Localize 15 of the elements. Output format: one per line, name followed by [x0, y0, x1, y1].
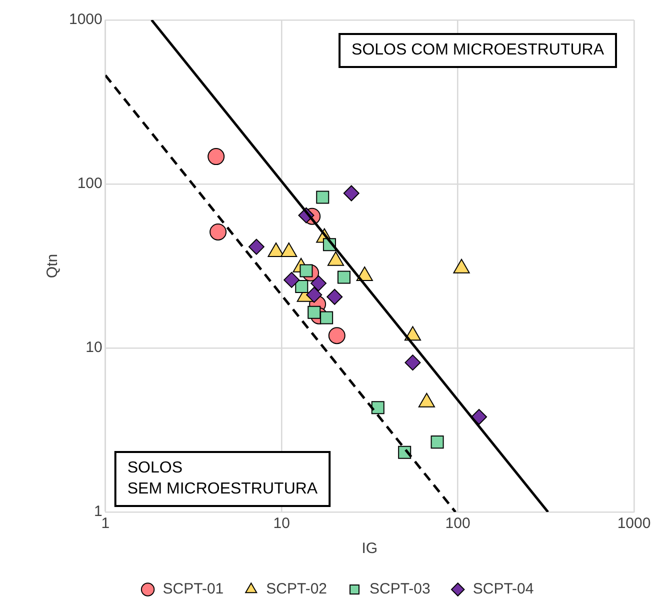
y-tick-label: 10: [86, 339, 102, 356]
y-tick-label: 1000: [68, 11, 102, 28]
x-tick-label: 100: [445, 515, 470, 532]
legend-label: SCPT-03: [370, 580, 430, 598]
y-tick-label: 100: [77, 175, 102, 192]
y-tick-label: 1: [94, 503, 102, 520]
y-axis-title: Qtn: [44, 254, 62, 278]
legend-label: SCPT-02: [266, 580, 327, 598]
annotation: SOLOS COM MICROESTRUTURA: [352, 41, 604, 58]
annotation: SOLOS SEM MICROESTRUTURA: [127, 459, 318, 498]
legend-label: SCPT-01: [162, 580, 224, 598]
x-tick-label: 10: [273, 515, 290, 532]
x-axis-title: IG: [362, 540, 378, 558]
x-tick-label: 1000: [617, 515, 651, 532]
legend-label: SCPT-04: [472, 580, 534, 598]
